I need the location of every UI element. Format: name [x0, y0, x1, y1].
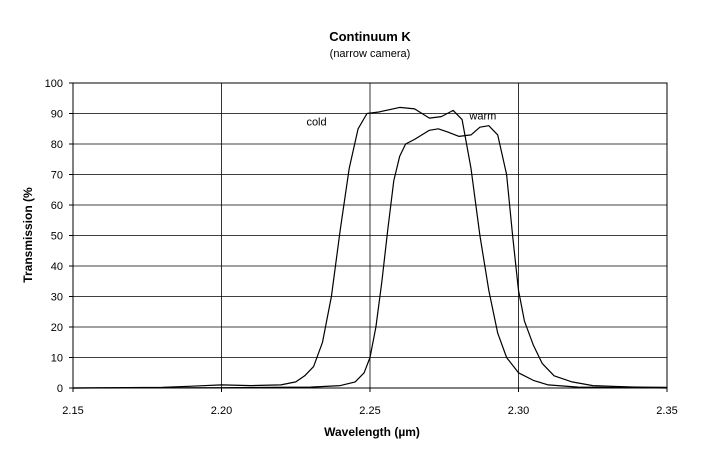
y-tick-label: 80 — [51, 139, 63, 151]
x-tick-label: 2.20 — [211, 405, 232, 417]
y-tick-label: 50 — [51, 231, 63, 243]
y-tick-label: 70 — [51, 170, 63, 182]
series-warm-line — [72, 125, 668, 389]
x-tick-label: 2.30 — [508, 405, 529, 417]
x-tick-label: 2.35 — [656, 405, 677, 417]
y-tick-labels: 0 10 20 30 40 50 60 70 80 90 100 — [45, 78, 73, 395]
y-tick-label: 90 — [51, 109, 63, 121]
y-tick-label: 30 — [51, 292, 63, 304]
series-cold-line — [72, 106, 668, 389]
y-axis-label: Transmission (% — [21, 187, 35, 283]
y-tick-label: 60 — [51, 200, 63, 212]
y-tick-label: 10 — [51, 353, 63, 365]
x-tick-label: 2.15 — [62, 405, 83, 417]
y-tick-label: 20 — [51, 322, 63, 334]
y-tick-label: 100 — [45, 78, 63, 90]
grid-layer — [72, 82, 668, 389]
annotation-layer: cold warm — [306, 111, 496, 129]
annotation-warm: warm — [468, 111, 496, 123]
y-tick-label: 0 — [57, 383, 63, 395]
chart-subtitle: (narrow camera) — [330, 48, 411, 60]
y-tick-label: 40 — [51, 261, 63, 273]
x-axis-label: Wavelength (µm) — [324, 425, 420, 439]
x-tick-labels: 2.15 2.20 2.25 2.30 2.35 — [62, 388, 678, 417]
x-tick-label: 2.25 — [359, 405, 380, 417]
series-layer — [72, 106, 668, 389]
chart-title: Continuum K — [329, 29, 411, 44]
annotation-cold: cold — [306, 117, 326, 129]
